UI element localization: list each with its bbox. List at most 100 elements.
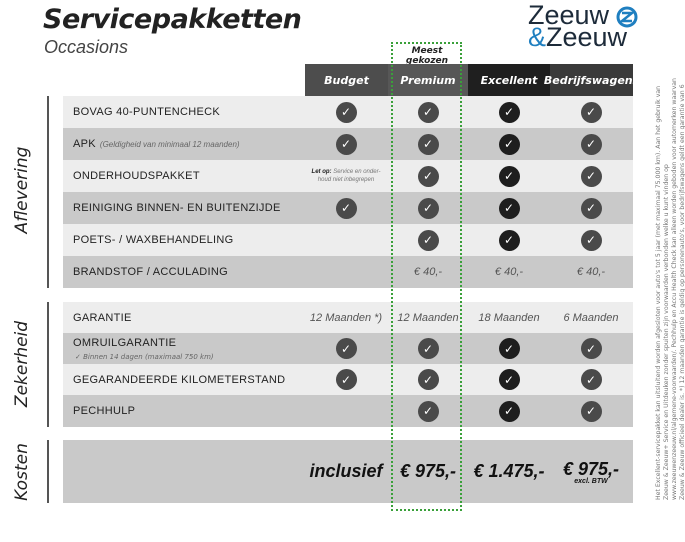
cell-value: 6 Maanden bbox=[563, 311, 619, 324]
cell-bedrijfswagens: ✓ bbox=[550, 96, 632, 128]
column-header-bedrijfswagens: Bedrijfswagens bbox=[544, 64, 639, 96]
section-line-zekerheid bbox=[47, 302, 49, 427]
section-line-aflevering bbox=[47, 96, 49, 288]
cell-excellent: € 40,- bbox=[468, 256, 550, 288]
check-icon: ✓ bbox=[335, 101, 357, 123]
cell-budget: ✓ bbox=[305, 364, 387, 395]
cell-bedrijfswagens: ✓ bbox=[550, 333, 632, 364]
price-premium: € 975,- bbox=[387, 440, 469, 503]
row-label: GEGARANDEERDE KILOMETERSTAND bbox=[73, 374, 285, 386]
row-label: ONDERHOUDSPAKKET bbox=[73, 170, 200, 182]
row-label: PECHHULP bbox=[73, 405, 135, 417]
excl-btw-note: excl. BTW bbox=[574, 477, 608, 485]
cell-premium: 12 Maanden bbox=[387, 302, 469, 333]
cell-premium: € 40,- bbox=[387, 256, 469, 288]
cell-excellent: ✓ bbox=[468, 364, 550, 395]
table-row: BRANDSTOF / ACCULADING € 40,- € 40,- € 40,- bbox=[63, 256, 633, 288]
cell-bedrijfswagens: ✓ bbox=[550, 395, 632, 427]
row-label-text: GARANTIE bbox=[73, 311, 132, 324]
page-subtitle: Occasions bbox=[44, 37, 129, 57]
check-icon: ✓ bbox=[417, 101, 439, 123]
cell-excellent: ✓ bbox=[468, 395, 550, 427]
table-row: GARANTIE 12 Maanden *) 12 Maanden 18 Maande… bbox=[63, 302, 633, 333]
price-budget: inclusief bbox=[305, 440, 387, 503]
row-label-text: BRANDSTOF / ACCULADING bbox=[73, 266, 228, 278]
check-icon: ✓ bbox=[417, 229, 439, 251]
cell-excellent: ✓ bbox=[468, 192, 550, 224]
table-row: BOVAG 40-PUNTENCHECK ✓ ✓ ✓ ✓ bbox=[63, 96, 633, 128]
check-icon: ✓ bbox=[580, 338, 602, 359]
check-icon: ✓ bbox=[580, 165, 602, 187]
row-label-text: REINIGING BINNEN- EN BUITENZIJDE bbox=[73, 202, 281, 214]
table-row: REINIGING BINNEN- EN BUITENZIJDE ✓ ✓ ✓ ✓ bbox=[63, 192, 633, 224]
price-bedrijfswagens: € 975,- excl. BTW bbox=[550, 440, 632, 503]
cell-budget bbox=[305, 256, 387, 288]
cell-premium: ✓ bbox=[387, 395, 469, 427]
cell-bedrijfswagens: € 40,- bbox=[550, 256, 632, 288]
check-icon: ✓ bbox=[417, 369, 439, 390]
table-row: POETS- / WAXBEHANDELING ✓ ✓ ✓ bbox=[63, 224, 633, 256]
row-note: (Geldigheid van minimaal 12 maanden) bbox=[99, 140, 240, 149]
footnote: Het Excellent-servicepakket kan uitsluit… bbox=[655, 78, 685, 500]
row-label: BOVAG 40-PUNTENCHECK bbox=[73, 106, 220, 118]
column-header-excellent: Excellent bbox=[468, 64, 550, 96]
check-icon: ✓ bbox=[417, 133, 439, 155]
check-icon: ✓ bbox=[498, 229, 520, 251]
cell-bedrijfswagens: ✓ bbox=[550, 364, 632, 395]
section-line-kosten bbox=[47, 440, 49, 503]
cell-premium: ✓ bbox=[387, 128, 469, 160]
cell-premium: ✓ bbox=[387, 160, 469, 192]
check-icon: ✓ bbox=[335, 338, 357, 359]
logo-line1: Zeeuw bbox=[528, 0, 610, 30]
cell-budget bbox=[305, 224, 387, 256]
check-icon: ✓ bbox=[580, 229, 602, 251]
price-excellent-value: € 1.475,- bbox=[473, 461, 545, 481]
section-label-aflevering: Aflevering bbox=[12, 146, 32, 234]
row-label-text: GEGARANDEERDE KILOMETERSTAND bbox=[73, 373, 286, 386]
check-icon: ✓ bbox=[335, 197, 357, 219]
budget-note: Let op: Service en onder-houd niet inbeg… bbox=[305, 168, 387, 184]
cell-budget: ✓ bbox=[305, 96, 387, 128]
check-icon: ✓ bbox=[580, 133, 602, 155]
row-label-text: PECHHULP bbox=[73, 405, 136, 417]
cell-excellent: ✓ bbox=[468, 333, 550, 364]
price-budget-value: inclusief bbox=[309, 461, 383, 481]
cell-bedrijfswagens: ✓ bbox=[550, 224, 632, 256]
check-icon: ✓ bbox=[417, 165, 439, 187]
table-row: PECHHULP ✓ ✓ ✓ bbox=[63, 395, 633, 427]
row-subnote: ✓ Binnen 14 dagen (maximaal 750 km) bbox=[75, 353, 214, 361]
cell-budget: ✓ bbox=[305, 333, 387, 364]
cell-value: 12 Maanden bbox=[397, 311, 459, 324]
check-icon: ✓ bbox=[580, 101, 602, 123]
row-label: REINIGING BINNEN- EN BUITENZIJDE bbox=[73, 202, 281, 214]
check-icon: ✓ bbox=[498, 338, 520, 359]
row-label: BRANDSTOF / ACCULADING bbox=[73, 266, 228, 278]
row-label-text: POETS- / WAXBEHANDELING bbox=[73, 234, 234, 246]
price-bedrijfswagens-value: € 975,- bbox=[562, 458, 620, 479]
table-row: OMRUILGARANTIE ✓ Binnen 14 dagen (maximaa… bbox=[63, 333, 633, 364]
cell-budget: 12 Maanden *) bbox=[305, 302, 387, 333]
check-icon: ✓ bbox=[417, 400, 439, 422]
logo-z-icon bbox=[616, 6, 638, 28]
table-row: GEGARANDEERDE KILOMETERSTAND ✓ ✓ ✓ ✓ bbox=[63, 364, 633, 395]
check-icon: ✓ bbox=[580, 197, 602, 219]
cell-bedrijfswagens: 6 Maanden bbox=[550, 302, 632, 333]
cell-excellent: ✓ bbox=[468, 96, 550, 128]
price-premium-value: € 975,- bbox=[399, 461, 457, 481]
cell-value: € 40,- bbox=[494, 266, 524, 278]
cell-excellent: ✓ bbox=[468, 128, 550, 160]
check-icon: ✓ bbox=[498, 133, 520, 155]
cell-budget bbox=[305, 395, 387, 427]
logo-line2: Zeeuw bbox=[546, 22, 628, 52]
cell-budget: ✓ bbox=[305, 128, 387, 160]
check-icon: ✓ bbox=[580, 400, 602, 422]
cell-bedrijfswagens: ✓ bbox=[550, 160, 632, 192]
cell-premium: ✓ bbox=[387, 224, 469, 256]
row-label: POETS- / WAXBEHANDELING bbox=[73, 234, 234, 246]
cell-value: € 40,- bbox=[576, 266, 606, 278]
cell-premium: ✓ bbox=[387, 333, 469, 364]
cell-bedrijfswagens: ✓ bbox=[550, 128, 632, 160]
cell-value: € 40,- bbox=[413, 266, 443, 278]
row-label-text: ONDERHOUDSPAKKET bbox=[73, 170, 200, 182]
cell-value: 18 Maanden bbox=[478, 311, 540, 324]
